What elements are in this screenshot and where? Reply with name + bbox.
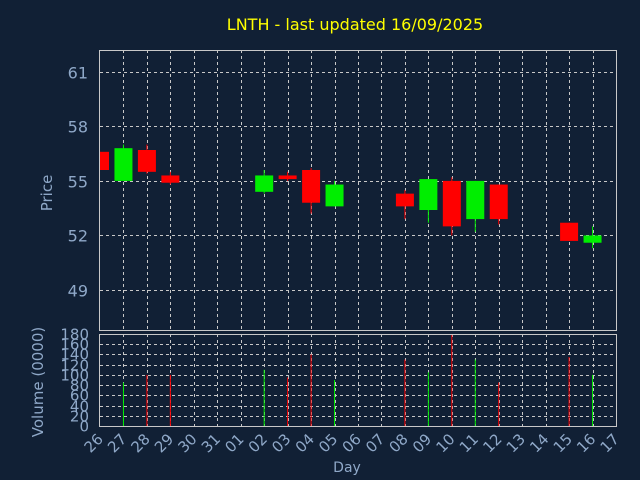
volume-tick-label: 160 bbox=[60, 336, 89, 354]
x-tick-label: 13 bbox=[503, 430, 529, 456]
x-tick-label: 17 bbox=[597, 430, 623, 456]
price-panel-frame bbox=[99, 50, 617, 331]
x-tick-label: 15 bbox=[550, 430, 576, 456]
volume-panel-frame bbox=[99, 334, 617, 427]
volume-tick-label: 100 bbox=[60, 367, 89, 385]
volume-tick-label: 80 bbox=[70, 377, 89, 395]
price-tick-label: 49 bbox=[68, 282, 88, 301]
price-tick-labels: 49 52 55 58 61 bbox=[68, 64, 88, 301]
candle-body bbox=[100, 151, 109, 170]
x-tick-label: 06 bbox=[339, 430, 365, 456]
candle-body bbox=[114, 148, 133, 181]
x-tick-label: 16 bbox=[573, 430, 599, 456]
price-tick-label: 61 bbox=[68, 64, 88, 83]
candle-body bbox=[442, 180, 461, 227]
x-tick-label: 08 bbox=[386, 430, 412, 456]
volume-bars bbox=[122, 334, 594, 426]
chart-title: LNTH - last updated 16/09/2025 bbox=[227, 15, 483, 34]
price-tick-label: 55 bbox=[68, 173, 88, 192]
x-tick-label: 29 bbox=[151, 430, 177, 456]
price-tick-label: 58 bbox=[68, 118, 88, 137]
volume-tick-label: 120 bbox=[60, 357, 89, 375]
volume-tick-label: 0 bbox=[79, 418, 89, 436]
x-tick-label: 09 bbox=[409, 430, 435, 456]
candle-body bbox=[583, 235, 602, 243]
volume-tick-label: 40 bbox=[70, 398, 89, 416]
volume-gridlines bbox=[100, 334, 616, 426]
candle-body bbox=[395, 193, 414, 207]
candle-body bbox=[302, 170, 321, 203]
candle-body bbox=[560, 222, 579, 241]
x-tick-label: 05 bbox=[315, 430, 341, 456]
x-tick-labels: 2627282930310102030405060708091011121314… bbox=[81, 430, 623, 456]
volume-tick-label: 140 bbox=[60, 346, 89, 364]
volume-tick-label: 180 bbox=[60, 326, 89, 344]
x-tick-label: 11 bbox=[456, 430, 482, 456]
volume-tick-label: 20 bbox=[70, 408, 89, 426]
candle-body bbox=[161, 175, 180, 183]
x-tick-label: 27 bbox=[104, 430, 130, 456]
x-tick-label: 10 bbox=[432, 430, 458, 456]
x-tick-label: 07 bbox=[362, 430, 388, 456]
volume-tick-label: 60 bbox=[70, 387, 89, 405]
candles bbox=[99, 144, 602, 249]
x-tick-label: 12 bbox=[479, 430, 505, 456]
x-axis-label: Day bbox=[333, 460, 361, 476]
price-gridlines bbox=[100, 50, 616, 330]
x-tick-label: 14 bbox=[526, 430, 552, 456]
candle-body bbox=[466, 180, 485, 220]
x-tick-label: 01 bbox=[221, 430, 247, 456]
candle-body bbox=[489, 184, 508, 220]
x-tick-label: 31 bbox=[198, 430, 224, 456]
candle-body bbox=[419, 179, 438, 210]
x-tick-label: 03 bbox=[268, 430, 294, 456]
candle-body bbox=[278, 175, 297, 180]
price-axis-label: Price bbox=[38, 175, 56, 212]
candle-body bbox=[255, 175, 274, 192]
x-tick-label: 04 bbox=[292, 430, 318, 456]
x-tick-label: 28 bbox=[128, 430, 154, 456]
candle-body bbox=[137, 150, 156, 172]
x-tick-label: 02 bbox=[245, 430, 271, 456]
price-tick-label: 52 bbox=[68, 227, 88, 246]
candle-body bbox=[325, 184, 344, 207]
x-tick-label: 30 bbox=[174, 430, 200, 456]
volume-axis-label: Volume (0000) bbox=[29, 327, 47, 437]
